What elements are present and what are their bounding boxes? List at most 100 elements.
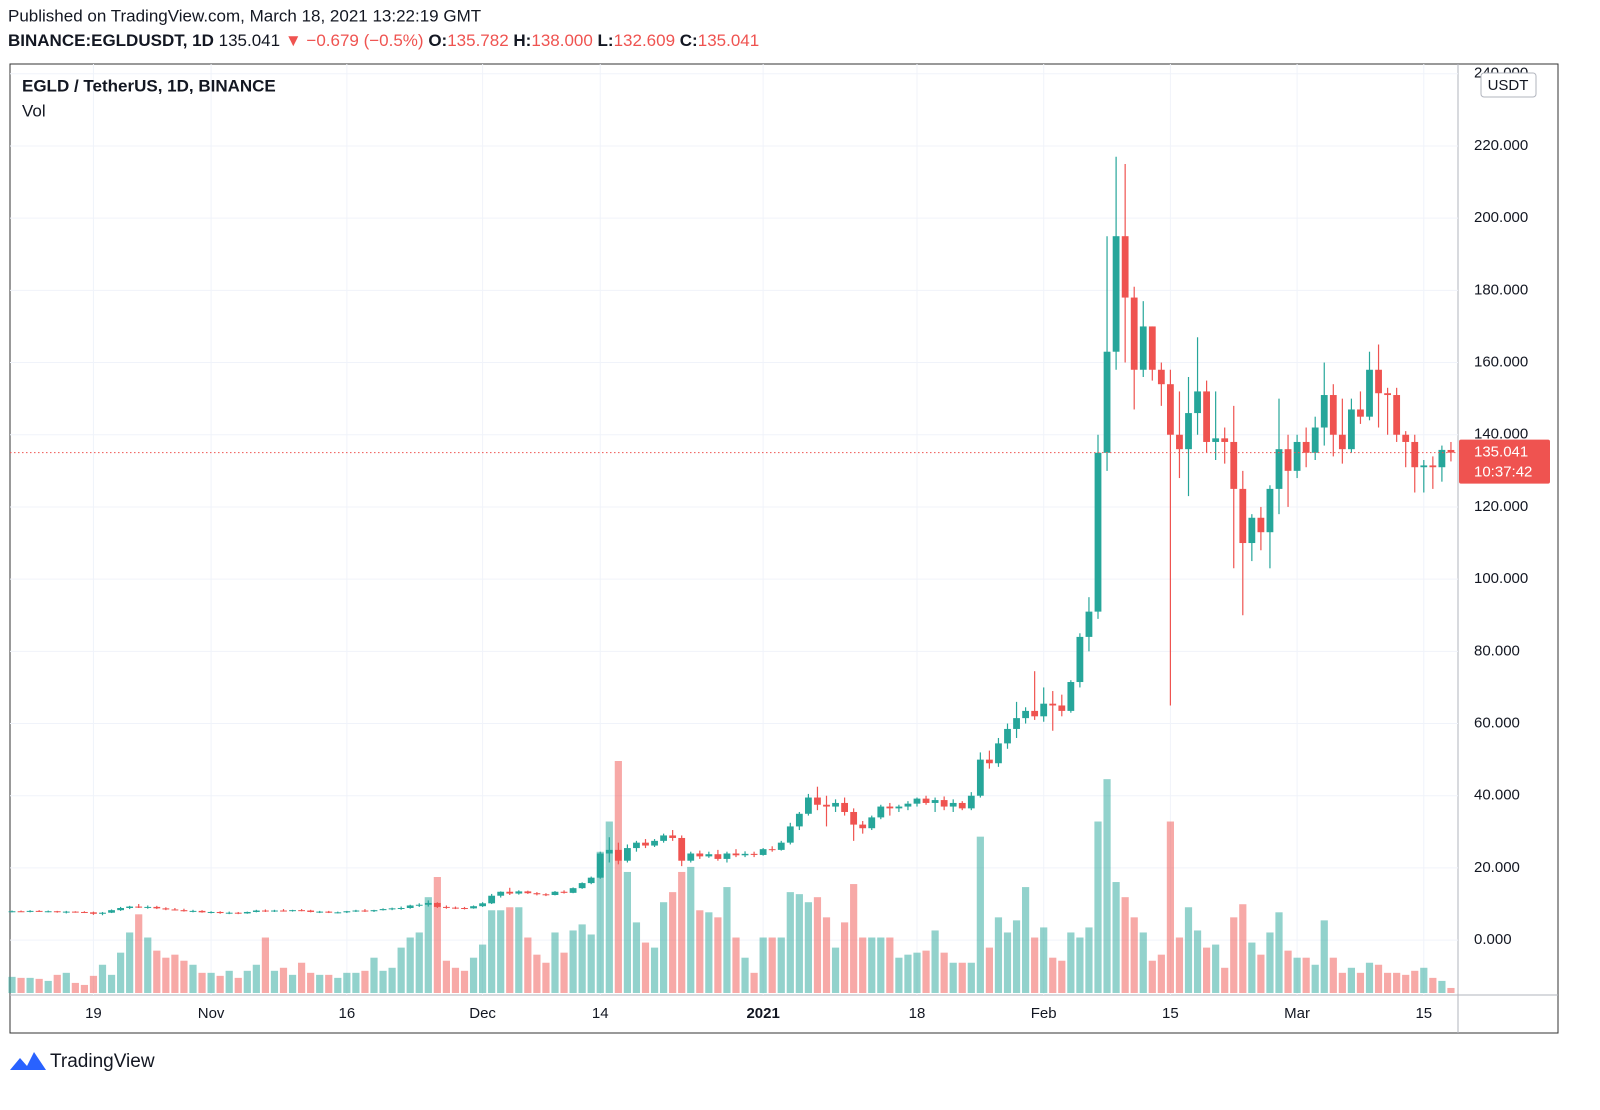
candle-body — [1112, 236, 1120, 352]
candle-body — [877, 806, 885, 818]
ohlc-value: 135.782 — [447, 31, 508, 50]
candle-body — [986, 759, 993, 764]
volume-bar — [307, 972, 315, 993]
candle-body — [1194, 391, 1201, 414]
volume-bar — [632, 922, 641, 993]
volume-bar — [234, 977, 242, 993]
candle-body — [1420, 465, 1428, 468]
ohlc-value: 132.609 — [614, 31, 675, 50]
candle-body — [234, 912, 242, 914]
grid — [10, 64, 1458, 995]
x-tick-label: 19 — [85, 1005, 102, 1022]
candle-body — [786, 826, 794, 843]
candle-body — [1275, 449, 1283, 489]
candle-body — [271, 910, 278, 912]
candle-body — [569, 888, 577, 893]
candle-body — [1049, 703, 1057, 706]
logo-icon — [10, 1052, 46, 1070]
candle-body — [334, 912, 342, 914]
volume-bar — [831, 947, 840, 993]
volume-bar — [479, 944, 487, 993]
candle-body — [551, 891, 559, 896]
volume-bar — [270, 970, 279, 993]
candle-body — [967, 795, 975, 809]
y-tick-label: 200.000 — [1474, 209, 1528, 226]
candle-body — [443, 906, 450, 908]
candle-body — [669, 835, 677, 838]
candle-body — [1230, 441, 1238, 489]
volume-bar — [460, 970, 469, 993]
candle-body — [859, 824, 867, 829]
volume-bar — [89, 975, 98, 993]
candle-body — [243, 911, 251, 914]
candle-body — [352, 910, 360, 912]
symbol: BINANCE:EGLDUSDT, 1D — [8, 31, 214, 50]
x-tick-label: Feb — [1031, 1005, 1057, 1022]
volume-bar — [1356, 972, 1365, 993]
candle-body — [1284, 449, 1292, 471]
candle-body — [1302, 441, 1310, 453]
candle-body — [768, 849, 776, 851]
volume-bar — [994, 917, 1003, 993]
candle-body — [1429, 465, 1437, 468]
candle-body — [560, 891, 568, 893]
candle-body — [814, 797, 821, 805]
volume-bar — [922, 950, 930, 993]
candle-body — [325, 911, 333, 913]
candle-body — [144, 906, 152, 908]
volume-bar — [1374, 964, 1383, 993]
candle-body — [1239, 488, 1247, 544]
volume-bar — [1076, 937, 1084, 993]
ohlc-key: H: — [513, 31, 531, 50]
volume-bar — [451, 967, 460, 993]
candle-body — [714, 854, 722, 859]
volume-bar — [687, 866, 695, 993]
volume-bar — [1139, 932, 1147, 993]
candle-body — [596, 853, 604, 878]
volume-bar — [940, 952, 948, 993]
candle-body — [868, 817, 876, 829]
candle-body — [614, 849, 622, 861]
candle-body — [995, 743, 1002, 764]
candle-body — [1320, 395, 1328, 428]
volume-bar — [98, 964, 107, 993]
volume-bar — [397, 947, 405, 993]
volume-bar — [859, 937, 867, 993]
candle-body — [1348, 409, 1355, 450]
volume-bar — [1049, 957, 1057, 993]
volume-bar — [705, 912, 713, 993]
candle-body — [795, 813, 803, 827]
volume-bar — [1103, 779, 1111, 993]
candle-body — [895, 806, 903, 809]
volume-bar — [71, 982, 79, 993]
volume-bar — [841, 922, 849, 993]
candle-body — [732, 853, 740, 856]
candle-body — [198, 910, 206, 913]
candle-body — [1040, 703, 1048, 717]
volume-bar — [198, 972, 206, 993]
x-tick-label: 15 — [1162, 1005, 1179, 1022]
ohlc-value: 135.041 — [698, 31, 759, 50]
volume-bar — [144, 937, 152, 993]
candle-body — [1094, 452, 1102, 612]
volume-bar — [379, 970, 387, 993]
volume-bar — [641, 942, 650, 993]
candle-body — [777, 842, 785, 850]
volume-bar — [8, 976, 16, 993]
candle-body — [1402, 434, 1410, 442]
candle-body — [415, 904, 423, 906]
volume-bar — [605, 821, 613, 993]
volume-bar — [949, 962, 957, 993]
volume-bar — [886, 937, 894, 993]
candle-body — [370, 910, 378, 912]
volume-bar — [1347, 967, 1355, 993]
candle-body — [153, 906, 161, 909]
volume-bar — [804, 902, 812, 993]
candle-body — [805, 797, 812, 814]
candle-body — [479, 903, 486, 907]
volume-bar — [162, 957, 170, 993]
candle-body — [470, 906, 477, 909]
candle-body — [940, 800, 948, 807]
y-tick-label: 20.000 — [1474, 859, 1520, 876]
volume-bar — [506, 907, 514, 993]
